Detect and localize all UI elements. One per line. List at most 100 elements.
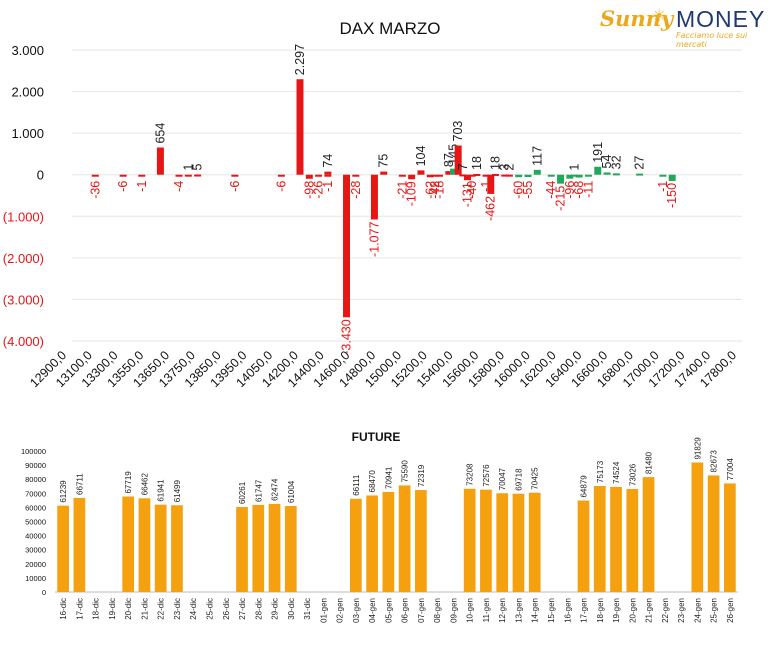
x-tick-label: 03-gen <box>352 598 361 623</box>
data-label: -1 <box>135 181 149 192</box>
bar <box>431 174 439 177</box>
x-tick-label: 18-gen <box>596 598 605 623</box>
data-label: -150 <box>665 183 679 208</box>
x-tick-label: 10-gen <box>466 598 475 623</box>
data-label: -96 <box>563 181 577 199</box>
bar <box>482 174 490 177</box>
bar <box>426 174 434 178</box>
x-tick-label: 04-gen <box>368 598 377 623</box>
bar <box>122 496 135 592</box>
bar <box>636 173 644 176</box>
x-tick-label: 16-gen <box>563 598 572 623</box>
x-tick-label: 25-gen <box>710 598 719 623</box>
chart-title: DAX MARZO <box>339 19 440 38</box>
data-label: 18 <box>488 156 502 170</box>
bar <box>566 174 574 179</box>
bar <box>284 505 297 592</box>
y-tick-label: 20000 <box>25 560 46 569</box>
x-tick-label: 12-gen <box>498 598 507 623</box>
x-tick-label: 15-gen <box>547 598 556 623</box>
data-label: -6 <box>228 181 242 192</box>
x-tick-label: 01-gen <box>319 598 328 623</box>
bar <box>668 174 676 181</box>
data-label: 54 <box>600 155 614 169</box>
x-tick-label: 07-gen <box>417 598 426 623</box>
y-tick-label: 70000 <box>25 489 46 498</box>
bar <box>626 489 639 592</box>
data-label: -215 <box>554 186 568 211</box>
bar <box>594 166 602 175</box>
data-label: 703 <box>451 121 465 142</box>
bar <box>415 490 427 592</box>
data-label: 87 <box>442 153 456 167</box>
x-tick-label: 19-dic <box>108 598 117 620</box>
data-label: 75173 <box>596 460 605 483</box>
data-label: -44 <box>544 181 558 199</box>
data-label: 68470 <box>368 470 377 493</box>
data-label: 81480 <box>645 451 654 474</box>
data-label: 117 <box>530 146 544 166</box>
logo-tagline: Facciamo luce sui mercati <box>676 31 748 49</box>
x-tick-label: 26-gen <box>726 598 735 623</box>
bar <box>91 174 99 177</box>
data-label: 70047 <box>498 467 507 490</box>
y-tick-label: (1.000) <box>3 209 44 224</box>
data-label: 66711 <box>75 473 84 495</box>
data-label: -68 <box>572 181 586 199</box>
bar <box>557 174 565 184</box>
x-tick-label: 20-gen <box>628 598 637 623</box>
bar <box>408 174 416 180</box>
y-tick-label: 2.000 <box>11 85 44 100</box>
x-tick-label: 24-gen <box>693 598 702 623</box>
bar <box>315 174 323 177</box>
data-label: 62474 <box>271 478 280 501</box>
x-tick-label: 24-dic <box>189 598 198 620</box>
bar <box>501 174 509 177</box>
data-label: 74 <box>321 154 335 168</box>
x-tick-label: 02-gen <box>336 598 345 623</box>
data-label: 73208 <box>466 463 475 486</box>
x-tick-label: 14-gen <box>531 598 540 623</box>
bar <box>571 174 578 177</box>
data-label: 82673 <box>710 450 719 473</box>
bar <box>398 174 406 177</box>
bar <box>691 462 704 592</box>
data-label: 60261 <box>238 481 247 504</box>
bar <box>524 174 532 178</box>
bar <box>380 171 388 175</box>
bar <box>445 171 453 175</box>
data-label: 74524 <box>612 461 621 484</box>
data-label: 61239 <box>59 480 68 503</box>
bar <box>138 174 146 177</box>
x-tick-label: 05-gen <box>384 598 393 623</box>
data-label: 191 <box>591 142 605 163</box>
chart-title: FUTURE <box>352 430 401 444</box>
bar <box>487 174 495 194</box>
data-label: 2 <box>502 164 516 171</box>
bar <box>584 174 592 177</box>
bar <box>463 174 471 181</box>
bar <box>463 488 476 592</box>
data-label: 66111 <box>352 474 361 496</box>
logo-brand-left: Sunny <box>600 6 674 31</box>
x-tick-label: 30-dic <box>287 598 296 620</box>
bar <box>156 147 164 175</box>
data-label: 2.297 <box>293 44 307 75</box>
y-tick-label: 0 <box>37 168 44 183</box>
data-label: -98 <box>302 181 316 199</box>
data-label: -62 <box>423 181 437 199</box>
x-tick-label: 26-dic <box>222 598 231 620</box>
bar <box>324 171 332 175</box>
data-label: -42 <box>428 181 442 199</box>
bar <box>370 174 378 220</box>
y-tick-label: 40000 <box>25 532 46 541</box>
data-label: 61747 <box>254 479 263 502</box>
bar <box>724 483 736 592</box>
y-tick-label: 0 <box>42 588 46 597</box>
data-label: -6 <box>274 181 288 192</box>
x-tick-label: 28-dic <box>254 598 263 620</box>
bar <box>473 173 481 176</box>
data-label: 66462 <box>140 472 149 495</box>
data-label: -1 <box>656 181 670 192</box>
bar <box>324 174 332 177</box>
